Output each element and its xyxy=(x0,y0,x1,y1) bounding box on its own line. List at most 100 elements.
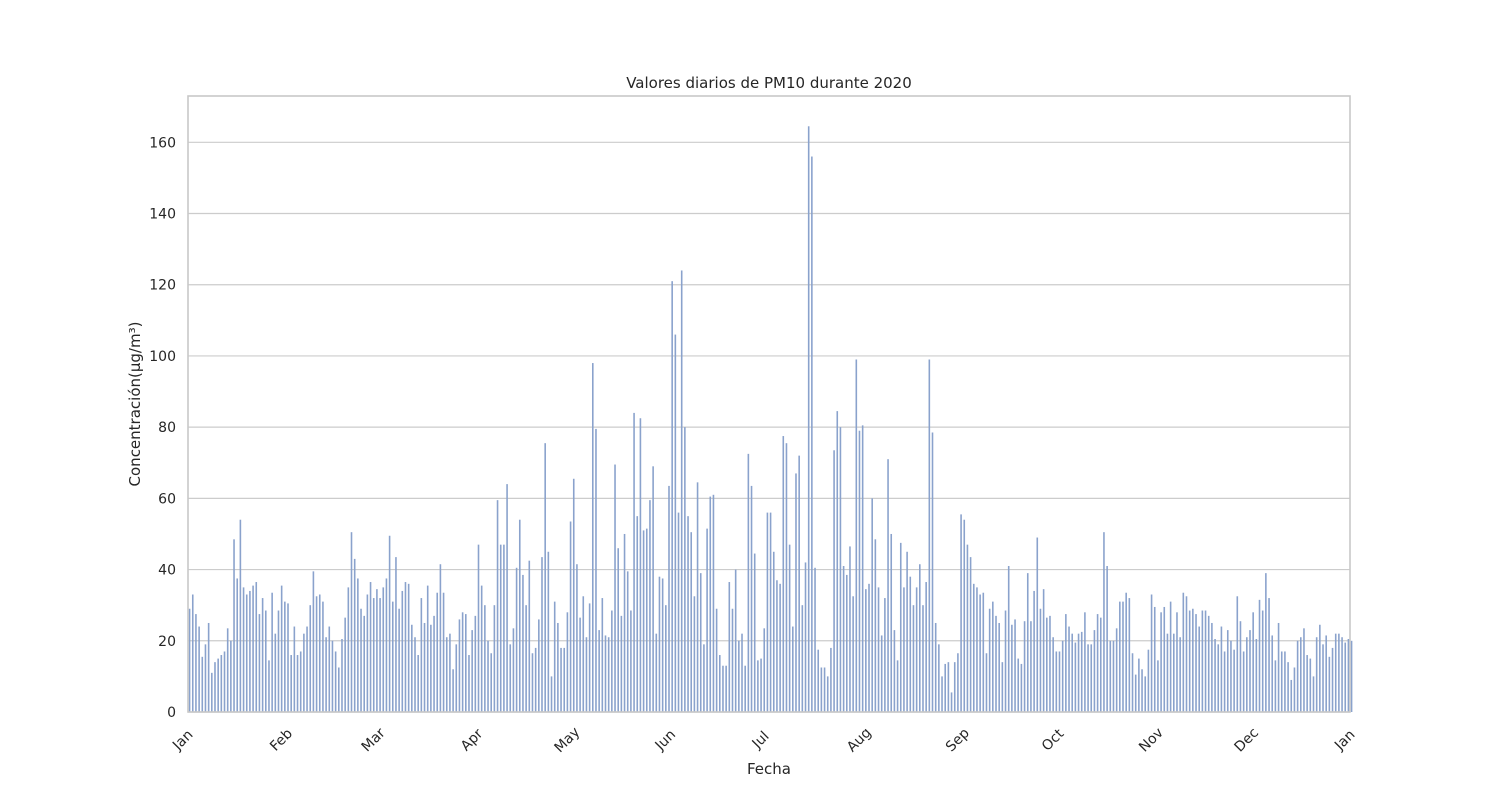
bar xyxy=(976,587,978,712)
bar xyxy=(188,608,191,712)
bar xyxy=(1058,651,1061,712)
bar xyxy=(411,624,413,712)
x-tick-label: Aug xyxy=(844,725,875,756)
bar xyxy=(950,692,953,712)
bar xyxy=(1020,663,1023,712)
bar xyxy=(1036,537,1039,712)
bar xyxy=(607,637,610,712)
bar xyxy=(1192,608,1194,712)
bar xyxy=(1334,633,1337,712)
bar xyxy=(553,601,556,712)
bar xyxy=(728,582,731,712)
bar xyxy=(261,598,264,712)
bar xyxy=(661,578,664,712)
bar xyxy=(1049,615,1051,712)
bar xyxy=(861,425,864,712)
bar xyxy=(931,432,934,712)
bar xyxy=(1207,615,1210,712)
bar xyxy=(1090,644,1093,712)
bar xyxy=(449,633,451,712)
bar xyxy=(493,605,496,712)
bar xyxy=(579,617,581,712)
bar xyxy=(804,562,807,712)
bar xyxy=(1255,639,1258,712)
bar xyxy=(979,594,981,712)
bar xyxy=(1026,573,1029,712)
bar xyxy=(1303,628,1305,712)
bar xyxy=(1017,658,1020,712)
bar xyxy=(671,281,673,712)
bar xyxy=(1023,621,1026,712)
bar xyxy=(306,626,308,712)
bar xyxy=(1080,631,1083,712)
bar xyxy=(299,651,302,712)
bar xyxy=(1195,614,1197,712)
bar xyxy=(264,610,267,712)
bar xyxy=(903,587,905,712)
bar xyxy=(1290,679,1293,712)
bar xyxy=(849,546,851,712)
bar xyxy=(287,603,289,712)
bar xyxy=(325,637,327,712)
bar xyxy=(1011,624,1013,712)
bar xyxy=(331,640,334,712)
bar xyxy=(880,635,883,712)
bar xyxy=(1176,612,1178,712)
bar xyxy=(1280,651,1283,712)
bar xyxy=(677,512,680,712)
bar xyxy=(658,576,661,712)
bar xyxy=(604,635,607,712)
bar xyxy=(1239,621,1242,712)
bar xyxy=(706,528,708,712)
bar xyxy=(798,455,800,712)
bar xyxy=(338,667,340,712)
bar xyxy=(423,622,426,712)
bar xyxy=(1312,676,1315,712)
bar xyxy=(1087,644,1089,712)
bar xyxy=(696,482,699,712)
bar xyxy=(871,498,873,712)
bar xyxy=(985,653,988,712)
bar xyxy=(1265,573,1267,712)
bar xyxy=(496,500,499,712)
bar xyxy=(633,412,635,712)
bar xyxy=(357,578,359,712)
x-axis-ticks: Jan Feb Mar Apr May Jun Jul Aug Sep Oct Nov Dec Jan xyxy=(169,724,1358,756)
bar xyxy=(776,580,778,712)
bar xyxy=(1182,592,1185,712)
bar xyxy=(906,551,908,712)
bar xyxy=(249,590,251,712)
bar xyxy=(328,626,331,712)
bar xyxy=(487,640,489,712)
bar xyxy=(982,592,985,712)
bar xyxy=(576,564,578,712)
bar xyxy=(309,605,312,712)
bar xyxy=(1071,633,1073,712)
bar xyxy=(1147,649,1150,712)
bar xyxy=(909,576,912,712)
bar xyxy=(636,516,639,712)
bar xyxy=(426,585,429,712)
y-tick-label: 20 xyxy=(158,634,176,650)
bar xyxy=(769,512,772,712)
bar xyxy=(1138,658,1140,712)
bar xyxy=(1173,633,1175,712)
bar xyxy=(404,582,407,712)
bar xyxy=(738,640,740,712)
bar xyxy=(528,560,531,712)
bar xyxy=(877,587,880,712)
bar xyxy=(693,596,696,712)
bar xyxy=(992,601,994,712)
bar xyxy=(382,587,385,712)
bar xyxy=(944,663,946,712)
bar xyxy=(366,594,369,712)
bar xyxy=(360,608,362,712)
bar xyxy=(455,644,458,712)
bar xyxy=(817,649,820,712)
bar xyxy=(258,614,261,712)
bar xyxy=(1322,644,1324,712)
bar xyxy=(1153,606,1156,712)
bar xyxy=(1007,566,1010,712)
bar xyxy=(988,608,991,712)
bar xyxy=(674,334,677,712)
